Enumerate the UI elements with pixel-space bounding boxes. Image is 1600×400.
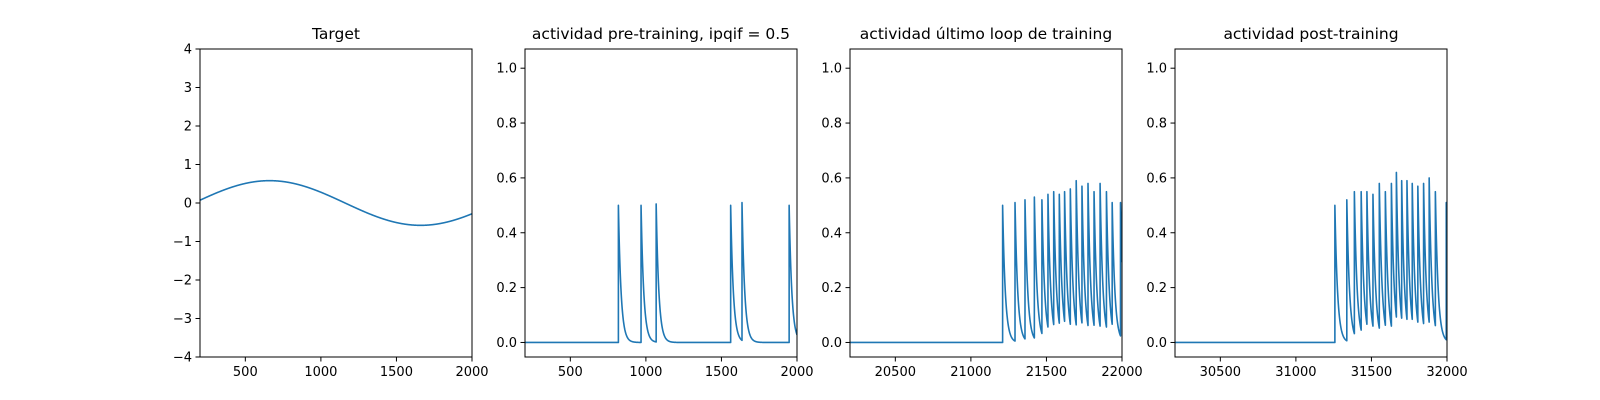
y-tick-label: 0.4 [821, 226, 842, 241]
subplot-3: 20500 21000 21500 22000 0.0 0.2 0.4 0.6 0.8 1.0 ac… [821, 25, 1142, 380]
x-tick-label: 2000 [455, 365, 488, 380]
x-tick-label: 21000 [950, 365, 991, 380]
axes-frame [849, 48, 1123, 358]
y-tick-label: 0.4 [496, 226, 517, 241]
x-tick-label: 500 [233, 365, 258, 380]
subplot-4: 30500 31000 31500 32000 0.0 0.2 0.4 0.6 0.8 1.0 ac… [1146, 25, 1467, 380]
subplot-2: 500 1000 1500 2000 0.0 0.2 0.4 0.6 0.8 1.0 activid… [496, 25, 813, 380]
x-tick-label: 22000 [1101, 365, 1142, 380]
chart-title: actividad post-training [1223, 25, 1398, 43]
x-tick-label: 1000 [629, 365, 662, 380]
y-tick-label: 0.6 [821, 171, 842, 186]
y-tick-label: 3 [184, 81, 192, 96]
y-tick-label: −1 [173, 235, 192, 250]
y-tick-label: 0.8 [821, 117, 842, 132]
y-tick-label: 0.0 [1146, 336, 1167, 351]
axes-frame [199, 48, 473, 358]
subplot-1: 500 1000 1500 2000 −4 −3 −2 −1 0 1 2 3 4 Target [173, 25, 489, 380]
y-tick-label: 0 [184, 197, 192, 212]
x-tick-label: 2000 [780, 365, 813, 380]
chart-title: actividad pre-training, ipqif = 0.5 [532, 25, 790, 43]
x-tick-label: 1000 [304, 365, 337, 380]
x-tick-label: 1500 [705, 365, 738, 380]
y-tick-label: −3 [173, 312, 192, 327]
y-tick-label: 0.8 [496, 117, 517, 132]
x-tick-label: 32000 [1426, 365, 1467, 380]
y-tick-label: 0.2 [821, 281, 842, 296]
chart-title: Target [311, 25, 360, 43]
y-tick-label: 4 [184, 43, 192, 58]
x-tick-label: 30500 [1200, 365, 1241, 380]
x-tick-label: 21500 [1026, 365, 1067, 380]
y-tick-label: 1.0 [1146, 62, 1167, 77]
y-tick-label: −4 [173, 351, 192, 366]
series-line [850, 179, 1122, 344]
x-tick-label: 20500 [875, 365, 916, 380]
y-tick-label: −2 [173, 274, 192, 289]
y-tick-label: 0.4 [1146, 226, 1167, 241]
y-tick-label: 0.0 [821, 336, 842, 351]
y-tick-label: 0.0 [496, 336, 517, 351]
x-tick-label: 31000 [1275, 365, 1316, 380]
y-tick-label: 0.2 [1146, 281, 1167, 296]
x-tick-label: 31500 [1351, 365, 1392, 380]
y-tick-label: 1.0 [821, 62, 842, 77]
x-tick-label: 500 [558, 365, 583, 380]
series-line [525, 201, 797, 344]
series-line [1175, 171, 1447, 344]
series-line [200, 179, 472, 227]
y-tick-label: 0.6 [1146, 171, 1167, 186]
y-tick-label: 0.2 [496, 281, 517, 296]
y-tick-label: 1.0 [496, 62, 517, 77]
y-tick-label: 2 [184, 120, 192, 135]
x-tick-label: 1500 [380, 365, 413, 380]
y-tick-label: 0.6 [496, 171, 517, 186]
axes-frame [524, 48, 798, 358]
chart-title: actividad último loop de training [860, 25, 1112, 43]
axes-frame [1174, 48, 1448, 358]
y-tick-label: 1 [184, 158, 192, 173]
y-tick-label: 0.8 [1146, 117, 1167, 132]
